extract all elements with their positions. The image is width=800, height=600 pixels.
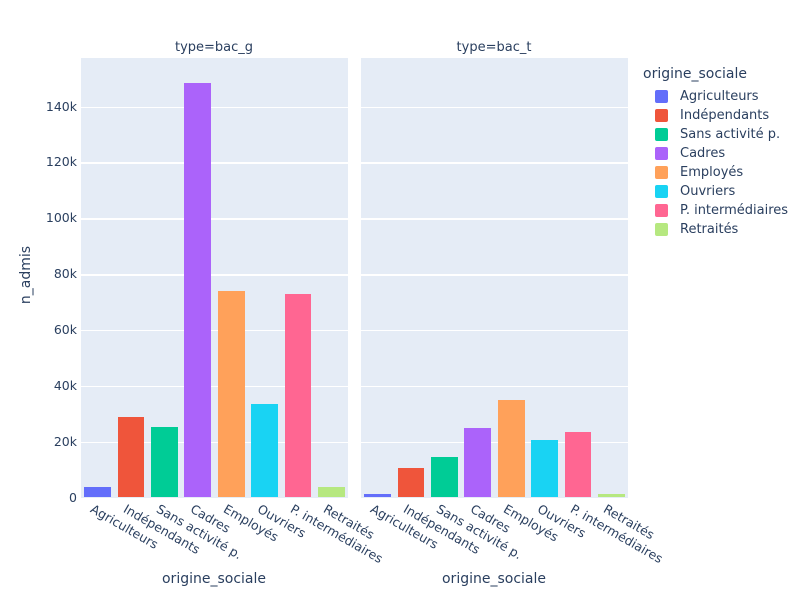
gridline <box>81 218 348 220</box>
plot-area-bac-t[interactable] <box>361 58 628 498</box>
bar-bac-t-ouvriers[interactable] <box>531 440 558 498</box>
x-axis-title-bac-t: origine_sociale <box>441 571 547 587</box>
bar-bac-g-p-intermediaires[interactable] <box>284 293 312 498</box>
legend-item-agriculteurs[interactable]: Agriculteurs <box>643 87 788 106</box>
legend-item-label: P. intermédiaires <box>680 203 789 218</box>
gridline <box>361 385 628 388</box>
legend-swatch-icon <box>655 147 668 160</box>
legend-items: Agriculteurs Indépendants Sans activité p.… <box>643 87 788 239</box>
legend-swatch-icon <box>655 166 668 179</box>
bar-bac-g-ouvriers[interactable] <box>251 404 278 498</box>
gridline <box>361 218 628 220</box>
y-tick-label-80k: 80k <box>53 266 77 282</box>
bar-bac-g-agriculteurs[interactable] <box>84 486 112 498</box>
bar-bac-t-employes[interactable] <box>497 399 525 498</box>
legend-item-label: Indépendants <box>680 108 770 123</box>
legend-title: origine_sociale <box>643 66 748 82</box>
facet-title-bac-t: type=bac_t <box>456 40 532 55</box>
legend-item-ouvriers[interactable]: Ouvriers <box>643 182 788 201</box>
gridline <box>81 441 348 444</box>
y-tick-label-120k: 120k <box>45 154 77 170</box>
legend-swatch-icon <box>655 128 668 141</box>
gridline <box>81 162 348 164</box>
legend-swatch-icon <box>655 204 668 217</box>
legend-item-label: Cadres <box>680 146 726 161</box>
bar-bac-g-retraites[interactable] <box>317 486 345 498</box>
y-tick-label-20k: 20k <box>53 433 77 449</box>
gridline <box>81 274 348 276</box>
gridline <box>361 329 628 332</box>
facet-title-bac-g: type=bac_g <box>174 40 254 55</box>
legend-item-label: Agriculteurs <box>680 89 759 104</box>
bar-bac-t-sans-activite-p[interactable] <box>431 456 458 498</box>
legend-item-cadres[interactable]: Cadres <box>643 144 788 163</box>
bar-bac-g-independants[interactable] <box>117 416 145 498</box>
gridline <box>361 274 628 276</box>
y-tick-label-100k: 100k <box>45 210 77 226</box>
bar-bac-g-sans-activite-p[interactable] <box>151 427 178 498</box>
bar-bac-t-cadres[interactable] <box>464 427 492 498</box>
gridline <box>81 329 348 332</box>
legend-swatch-icon <box>655 185 668 198</box>
bar-bac-t-independants[interactable] <box>397 468 425 498</box>
gridline <box>361 162 628 164</box>
legend-item-label: Sans activité p. <box>680 127 781 142</box>
gridline <box>361 441 628 444</box>
legend-item-label: Ouvriers <box>680 184 736 199</box>
legend-item-sans-activite-p[interactable]: Sans activité p. <box>643 125 788 144</box>
y-tick-label-140k: 140k <box>45 98 77 114</box>
y-tick-label-40k: 40k <box>53 377 77 393</box>
gridline <box>361 106 628 109</box>
legend: origine_sociale Agriculteurs Indépendants… <box>643 66 788 239</box>
plot-area-bac-g[interactable] <box>81 58 348 498</box>
legend-item-label: Retraités <box>680 222 739 237</box>
legend-swatch-icon <box>655 90 668 103</box>
legend-item-retraites[interactable]: Retraités <box>643 220 788 239</box>
legend-item-p-intermediaires[interactable]: P. intermédiaires <box>643 201 788 220</box>
gridline <box>81 385 348 388</box>
bar-bac-t-p-intermediaires[interactable] <box>564 431 592 498</box>
x-axis-title-bac-g: origine_sociale <box>161 571 267 587</box>
y-tick-label-0: 0 <box>69 489 77 505</box>
bar-bac-t-retraites[interactable] <box>597 493 625 498</box>
bar-bac-g-cadres[interactable] <box>184 82 212 498</box>
legend-swatch-icon <box>655 109 668 122</box>
legend-item-employes[interactable]: Employés <box>643 163 788 182</box>
y-tick-label-60k: 60k <box>53 321 77 337</box>
bar-bac-t-agriculteurs[interactable] <box>364 494 392 498</box>
gridline <box>81 106 348 109</box>
bar-bac-g-employes[interactable] <box>217 290 245 498</box>
legend-item-independants[interactable]: Indépendants <box>643 106 788 125</box>
legend-swatch-icon <box>655 223 668 236</box>
legend-item-label: Employés <box>680 165 744 180</box>
